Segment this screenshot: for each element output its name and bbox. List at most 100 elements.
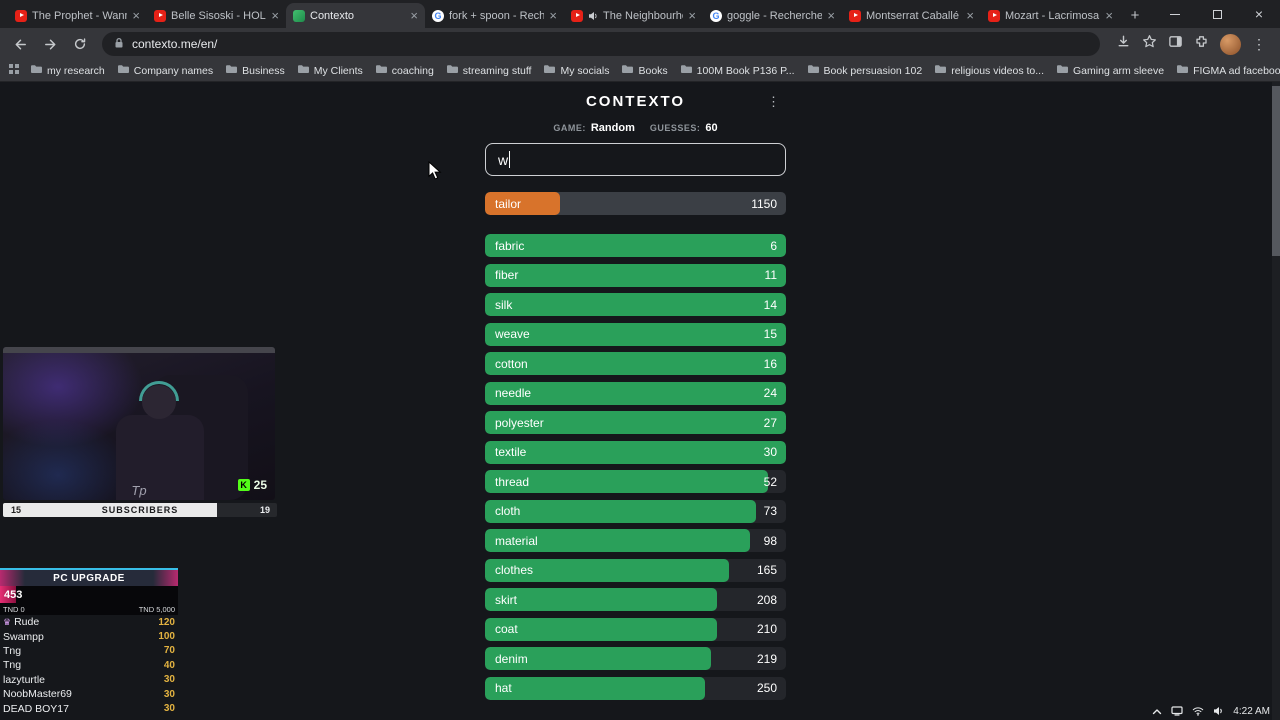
guess-row: silk 14 — [485, 293, 786, 316]
bookmark-folder[interactable]: My socials — [537, 60, 615, 81]
bookmark-folder[interactable]: Book persuasion 102 — [801, 60, 929, 81]
donor-amount: 30 — [163, 688, 175, 700]
bookmark-label: Business — [242, 64, 285, 77]
tab-strip: The Prophet - Wanna Pla... Belle Sisoski… — [0, 0, 1280, 28]
browser-tab[interactable]: fork + spoon - Recherche... — [425, 3, 564, 28]
bookmarks-bar: my research Company names Business — [0, 60, 1280, 82]
browser-tab[interactable]: Montserrat Caballé - O m... — [842, 3, 981, 28]
bookmark-folder[interactable]: Business — [219, 60, 291, 81]
tray-chevron-up-icon[interactable] — [1152, 703, 1162, 720]
guess-rank: 73 — [763, 504, 777, 518]
browser-tab[interactable]: Belle Sisoski - HOLD ON... — [147, 3, 286, 28]
tab-close-icon[interactable] — [1105, 9, 1113, 22]
cam-watermark: Tp — [131, 483, 147, 498]
bookmark-folder[interactable]: My Clients — [291, 60, 369, 81]
guess-bar — [485, 263, 786, 287]
guess-rank: 30 — [763, 445, 777, 459]
guess-word: cloth — [495, 504, 521, 518]
back-button[interactable] — [6, 30, 34, 58]
browser-tab[interactable]: The Prophet - Wanna Pla... — [8, 3, 147, 28]
apps-grid-icon[interactable] — [8, 63, 24, 78]
guess-rank: 16 — [763, 356, 777, 371]
bookmark-folder[interactable]: Company names — [111, 60, 219, 81]
guess-rank: 15 — [763, 327, 777, 341]
tab-close-icon[interactable] — [132, 9, 140, 22]
word-input[interactable]: w — [485, 143, 786, 176]
tab-close-icon[interactable] — [827, 9, 835, 22]
tab-close-icon[interactable] — [688, 9, 696, 22]
tray-display-icon[interactable] — [1171, 703, 1183, 720]
reload-button[interactable] — [66, 30, 94, 58]
toolbar-actions — [1108, 33, 1274, 55]
close-button[interactable] — [1238, 0, 1280, 28]
tab-close-icon[interactable] — [271, 9, 279, 22]
guess-word: material — [495, 533, 538, 548]
bookmark-folder[interactable]: my research — [24, 60, 111, 81]
tab-close-icon[interactable] — [966, 9, 974, 22]
tray-clock[interactable]: 4:22 AM — [1233, 706, 1270, 717]
guess-word: needle — [495, 386, 532, 400]
tab-favicon — [154, 9, 166, 22]
bookmark-folder[interactable]: 100M Book P136 P... — [674, 60, 801, 81]
tab-close-icon[interactable] — [410, 9, 418, 22]
subscribers-current: 15 — [11, 505, 22, 515]
game-menu-icon[interactable] — [767, 94, 782, 110]
donor-amount: 120 — [158, 616, 175, 628]
new-tab-button[interactable] — [1122, 3, 1148, 28]
guess-word: coat — [495, 622, 518, 636]
maximize-button[interactable] — [1196, 0, 1238, 28]
bookmark-folder[interactable]: FIGMA ad facebook — [1170, 60, 1280, 81]
current-guess-section: tailor 1150 — [485, 192, 786, 215]
tab-favicon — [849, 9, 861, 22]
browser-tab[interactable]: goggle - Recherche Goo... — [703, 3, 842, 28]
pc-upgrade-amount: 453 — [4, 588, 23, 601]
guess-row: material 98 — [485, 529, 786, 552]
forward-button[interactable] — [36, 30, 64, 58]
guess-bar — [485, 647, 711, 670]
lock-icon[interactable] — [114, 37, 124, 52]
tray-volume-icon[interactable] — [1213, 703, 1224, 720]
side-panel-icon[interactable] — [1168, 34, 1183, 54]
tray-wifi-icon[interactable] — [1192, 703, 1204, 720]
scrollbar-thumb[interactable] — [1272, 86, 1280, 256]
donor-amount: 70 — [163, 645, 175, 657]
bookmark-folder[interactable]: religious videos to... — [928, 60, 1050, 81]
download-icon[interactable] — [1116, 34, 1131, 54]
tab-audio-icon[interactable] — [588, 11, 598, 21]
cam-top-strip — [3, 347, 275, 353]
bookmark-folder[interactable]: coaching — [369, 60, 440, 81]
guess-rank: 219 — [756, 651, 777, 666]
page-scrollbar[interactable] — [1272, 82, 1280, 720]
guess-rank: 14 — [763, 297, 777, 312]
tab-list: The Prophet - Wanna Pla... Belle Sisoski… — [8, 0, 1120, 28]
window-controls — [1154, 0, 1280, 28]
browser-tab[interactable]: Mozart - Lacrimosa but i... — [981, 3, 1120, 28]
browser-tab[interactable]: The Neighbourhood... — [564, 3, 703, 28]
bookmark-star-icon[interactable] — [1142, 34, 1157, 54]
bookmark-folder[interactable]: Gaming arm sleeve — [1050, 60, 1170, 81]
donor-list: Rude 120 Swampp 100 Tng 70 — [0, 615, 178, 716]
tab-title: Montserrat Caballé - O m... — [866, 9, 961, 22]
guess-row: needle 24 — [485, 381, 786, 405]
guess-bar — [485, 352, 786, 375]
guess-bar — [485, 440, 786, 464]
browser-tab[interactable]: Contexto — [286, 3, 425, 28]
contexto-page: CONTEXTO GAME: Random GUESSES: 60 w tail… — [0, 82, 1280, 720]
browser-menu-icon[interactable] — [1252, 36, 1266, 53]
tab-close-icon[interactable] — [549, 9, 557, 22]
kick-logo-icon — [237, 479, 250, 491]
tab-favicon — [571, 9, 583, 22]
donor-name: Swampp — [3, 630, 44, 643]
minimize-button[interactable] — [1154, 0, 1196, 28]
browser-toolbar: contexto.me/en/ — [0, 28, 1280, 60]
address-bar[interactable]: contexto.me/en/ — [102, 32, 1100, 56]
profile-avatar[interactable] — [1220, 33, 1241, 55]
tab-title: The Neighbourhood... — [603, 9, 683, 22]
extensions-icon[interactable] — [1194, 34, 1209, 54]
guess-bar — [485, 499, 756, 523]
donor-amount: 40 — [163, 659, 175, 671]
bookmark-folder[interactable]: Books — [615, 60, 673, 81]
bookmark-folder[interactable]: streaming stuff — [440, 60, 538, 81]
tab-favicon — [710, 9, 722, 22]
bookmark-label: my research — [47, 64, 105, 77]
